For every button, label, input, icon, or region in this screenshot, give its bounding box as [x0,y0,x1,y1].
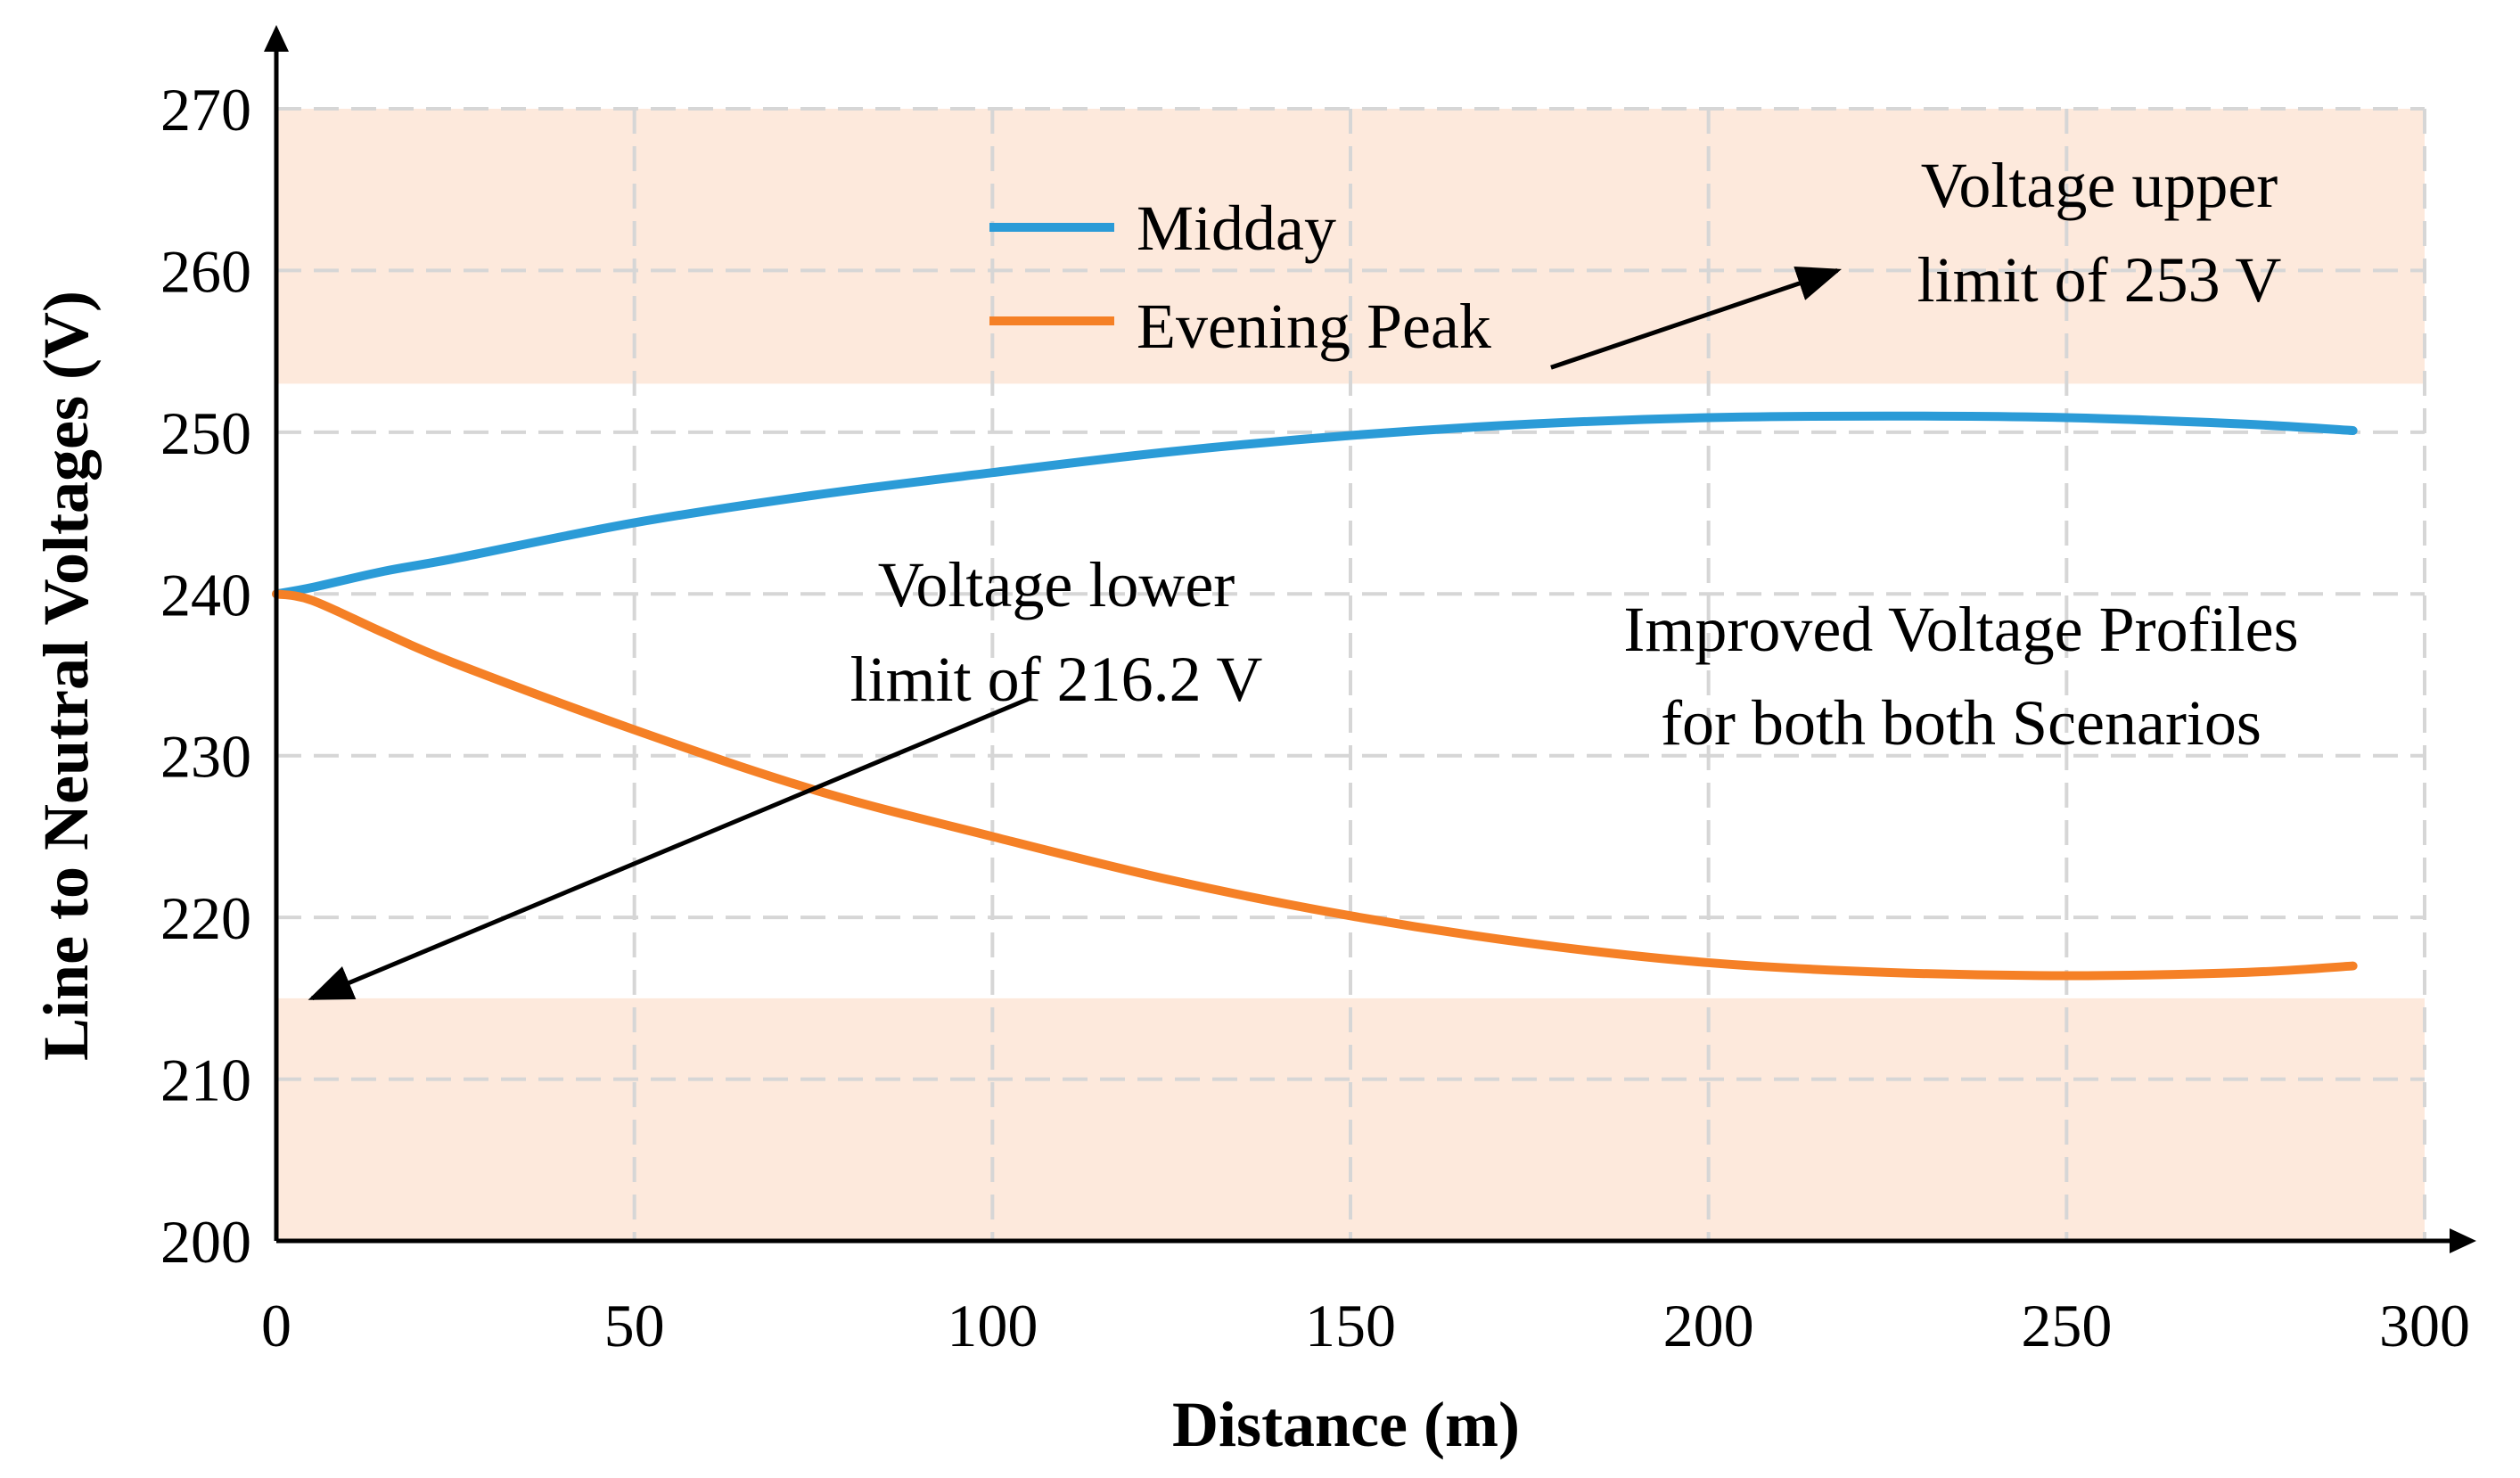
y-tick-label: 200 [160,1208,251,1276]
y-tick-label: 260 [160,237,251,305]
annotation-lower-limit: Voltage lower limit of 216.2 V [308,549,1263,1001]
lower-limit-line-1: Voltage lower [878,549,1235,620]
x-axis-title: Distance (m) [1172,1389,1520,1460]
y-axis-title: Line to Neutral Voltages (V) [30,291,102,1061]
x-tick-label: 100 [947,1292,1038,1359]
x-tick-label: 150 [1305,1292,1396,1359]
upper-limit-line-1: Voltage upper [1921,150,2278,221]
x-axis-arrowhead [2450,1228,2476,1253]
y-axis-arrowhead [264,25,289,52]
lower-limit-line-2: limit of 216.2 V [850,644,1263,715]
x-tick-label: 50 [604,1292,665,1359]
legend-label-evening-peak: Evening Peak [1137,291,1491,362]
upper-limit-arrow [1550,266,1843,370]
y-tick-label: 240 [160,561,251,628]
x-tick-label: 300 [2379,1292,2470,1359]
y-tick-label: 220 [160,884,251,952]
x-tick-label: 200 [1663,1292,1754,1359]
upper-limit-line-2: limit of 253 V [1917,244,2282,316]
annotation-improved: Improved Voltage Profiles for both both … [1623,594,2298,759]
legend-label-midday: Midday [1137,193,1336,264]
x-tick-label: 0 [261,1292,291,1359]
improved-line-1: Improved Voltage Profiles [1623,594,2298,665]
y-tick-label: 270 [160,76,251,144]
x-tick-label: 250 [2021,1292,2112,1359]
legend: Midday Evening Peak [989,193,1491,362]
y-tick-label: 210 [160,1047,251,1114]
series-line-evening-peak [272,589,2358,981]
y-tick-label: 230 [160,723,251,791]
improved-line-2: for both both Scenarios [1661,687,2261,759]
annotation-upper-limit: Voltage upper limit of 253 V [1550,150,2282,370]
lower-limit-arrow [308,696,1030,1001]
series-line-midday [272,411,2358,599]
y-tick-label: 250 [160,399,251,467]
